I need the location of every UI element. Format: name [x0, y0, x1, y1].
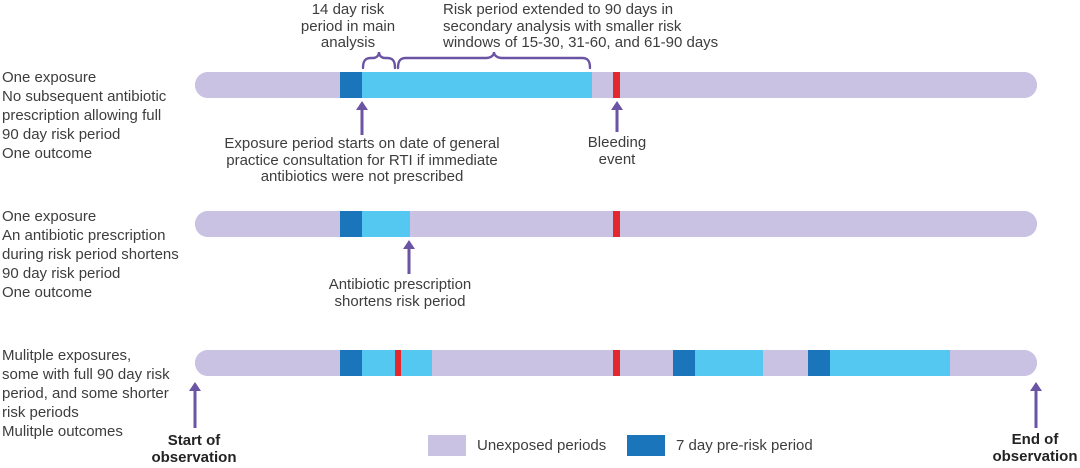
legend-swatch-unexposed — [428, 434, 466, 456]
text-line: Mulitple exposures, — [2, 347, 132, 364]
timeline-bar-3 — [195, 350, 1037, 376]
segment-risk — [401, 350, 432, 376]
text-line: antibiotics were not prescribed — [260, 168, 464, 185]
text-line: windows of 15-30, 31-60, and 61-90 days — [443, 34, 719, 51]
arrow-head — [403, 240, 415, 249]
segment-event — [613, 72, 620, 98]
label-start-of-observation: Start of observation — [151, 432, 236, 466]
segment-event — [613, 211, 620, 237]
arrow-head — [1030, 382, 1042, 391]
text-line: practice consultation for RTI if immedia… — [226, 151, 498, 169]
annotation-bleeding-event: Bleeding event — [587, 134, 647, 168]
annotation-14day-risk-period: 14 day risk period in main analysis — [300, 1, 396, 52]
segment-unexposed — [195, 350, 340, 376]
segment-unexposed — [763, 350, 808, 376]
text-line: some with full 90 day risk — [2, 366, 170, 383]
text-line: Start of — [167, 432, 221, 449]
text-line: period in main — [300, 17, 396, 35]
segment-unexposed — [620, 211, 1037, 237]
text-line: observation — [151, 449, 237, 466]
text-line: 90 day risk period — [2, 265, 121, 282]
text-line: End of — [1011, 431, 1059, 448]
segment-unexposed — [950, 350, 1037, 376]
arrow-up-bleeding-event-icon — [611, 101, 623, 132]
text-line: No subsequent antibiotic — [2, 88, 167, 105]
segment-risk — [362, 350, 395, 376]
text-line: One outcome — [2, 284, 93, 301]
row-label-one-exposure-shortened-risk: One exposure An antibiotic prescription du… — [2, 207, 179, 302]
legend-label-unexposed: Unexposed periods — [477, 436, 607, 454]
segment-risk — [362, 72, 592, 98]
arrow-shaft — [615, 108, 619, 132]
legend-swatch-pre-risk — [627, 434, 665, 456]
arrow-shaft — [1034, 389, 1038, 428]
text-line: 90 day risk period — [2, 126, 121, 143]
text-line: Bleeding — [587, 134, 647, 151]
segment-pre_risk — [673, 350, 695, 376]
legend-label-pre-risk: 7 day pre-risk period — [676, 436, 813, 454]
text-line: analysis — [320, 34, 376, 51]
segment-risk — [362, 211, 410, 237]
arrow-up-exposure-start-icon — [356, 101, 368, 135]
text-line: Mulitple outcomes — [2, 423, 123, 440]
label-end-of-observation: End of observation — [992, 431, 1077, 465]
segment-unexposed — [195, 211, 340, 237]
timeline-bar-1 — [195, 72, 1037, 98]
text-line: shortens risk period — [334, 292, 466, 310]
text-line: Exposure period starts on date of genera… — [224, 135, 500, 152]
segment-unexposed — [410, 211, 613, 237]
text-line: during risk period shortens — [2, 246, 179, 263]
segment-unexposed — [195, 72, 340, 98]
row-label-multiple-exposures: Mulitple exposures, some with full 90 day… — [2, 346, 170, 441]
segment-event — [613, 350, 620, 376]
arrow-head — [611, 101, 623, 110]
segment-unexposed — [620, 72, 1037, 98]
arrow-shaft — [407, 247, 411, 274]
segment-unexposed — [432, 350, 613, 376]
small-brace-icon — [361, 51, 397, 70]
row-label-one-exposure-full-risk: One exposure No subsequent antibiotic pres… — [2, 68, 166, 163]
arrow-up-antibiotic-icon — [403, 240, 415, 274]
arrow-up-end-observation-icon — [1030, 382, 1042, 428]
arrow-shaft — [193, 389, 197, 428]
annotation-exposure-period-start: Exposure period starts on date of genera… — [224, 135, 500, 186]
legend-item-pre-risk: 7 day pre-risk period — [627, 434, 813, 456]
text-line: 14 day risk — [311, 1, 385, 18]
text-line: Risk period extended to 90 days in — [443, 1, 674, 18]
text-line: period, and some shorter — [2, 385, 169, 402]
large-brace-icon — [396, 51, 592, 70]
timeline-bar-2 — [195, 211, 1037, 237]
segment-unexposed — [592, 72, 613, 98]
annotation-risk-period-extended: Risk period extended to 90 days in second… — [443, 1, 719, 52]
segment-unexposed — [620, 350, 673, 376]
text-line: Antibiotic prescription — [328, 276, 472, 293]
arrow-shaft — [360, 108, 364, 135]
legend-item-unexposed: Unexposed periods — [428, 434, 606, 456]
text-line: One exposure — [2, 208, 97, 225]
segment-risk — [695, 350, 763, 376]
brace-icons — [361, 51, 592, 70]
segment-event — [395, 350, 401, 376]
arrow-up-start-observation-icon — [189, 382, 201, 428]
arrow-head — [356, 101, 368, 110]
arrow-head — [189, 382, 201, 391]
text-line: One outcome — [2, 145, 93, 162]
text-line: event — [598, 150, 636, 168]
text-line: One exposure — [2, 69, 97, 86]
text-line: secondary analysis with smaller risk — [443, 17, 682, 35]
segment-risk — [830, 350, 950, 376]
text-line: prescription allowing full — [2, 107, 162, 124]
text-line: observation — [992, 448, 1078, 465]
segment-pre_risk — [340, 72, 362, 98]
segment-pre_risk — [340, 211, 362, 237]
segment-pre_risk — [340, 350, 362, 376]
annotation-antibiotic-shortens: Antibiotic prescription shortens risk per… — [328, 276, 472, 310]
text-line: An antibiotic prescription — [2, 227, 166, 244]
text-line: risk periods — [2, 404, 79, 421]
segment-pre_risk — [808, 350, 830, 376]
